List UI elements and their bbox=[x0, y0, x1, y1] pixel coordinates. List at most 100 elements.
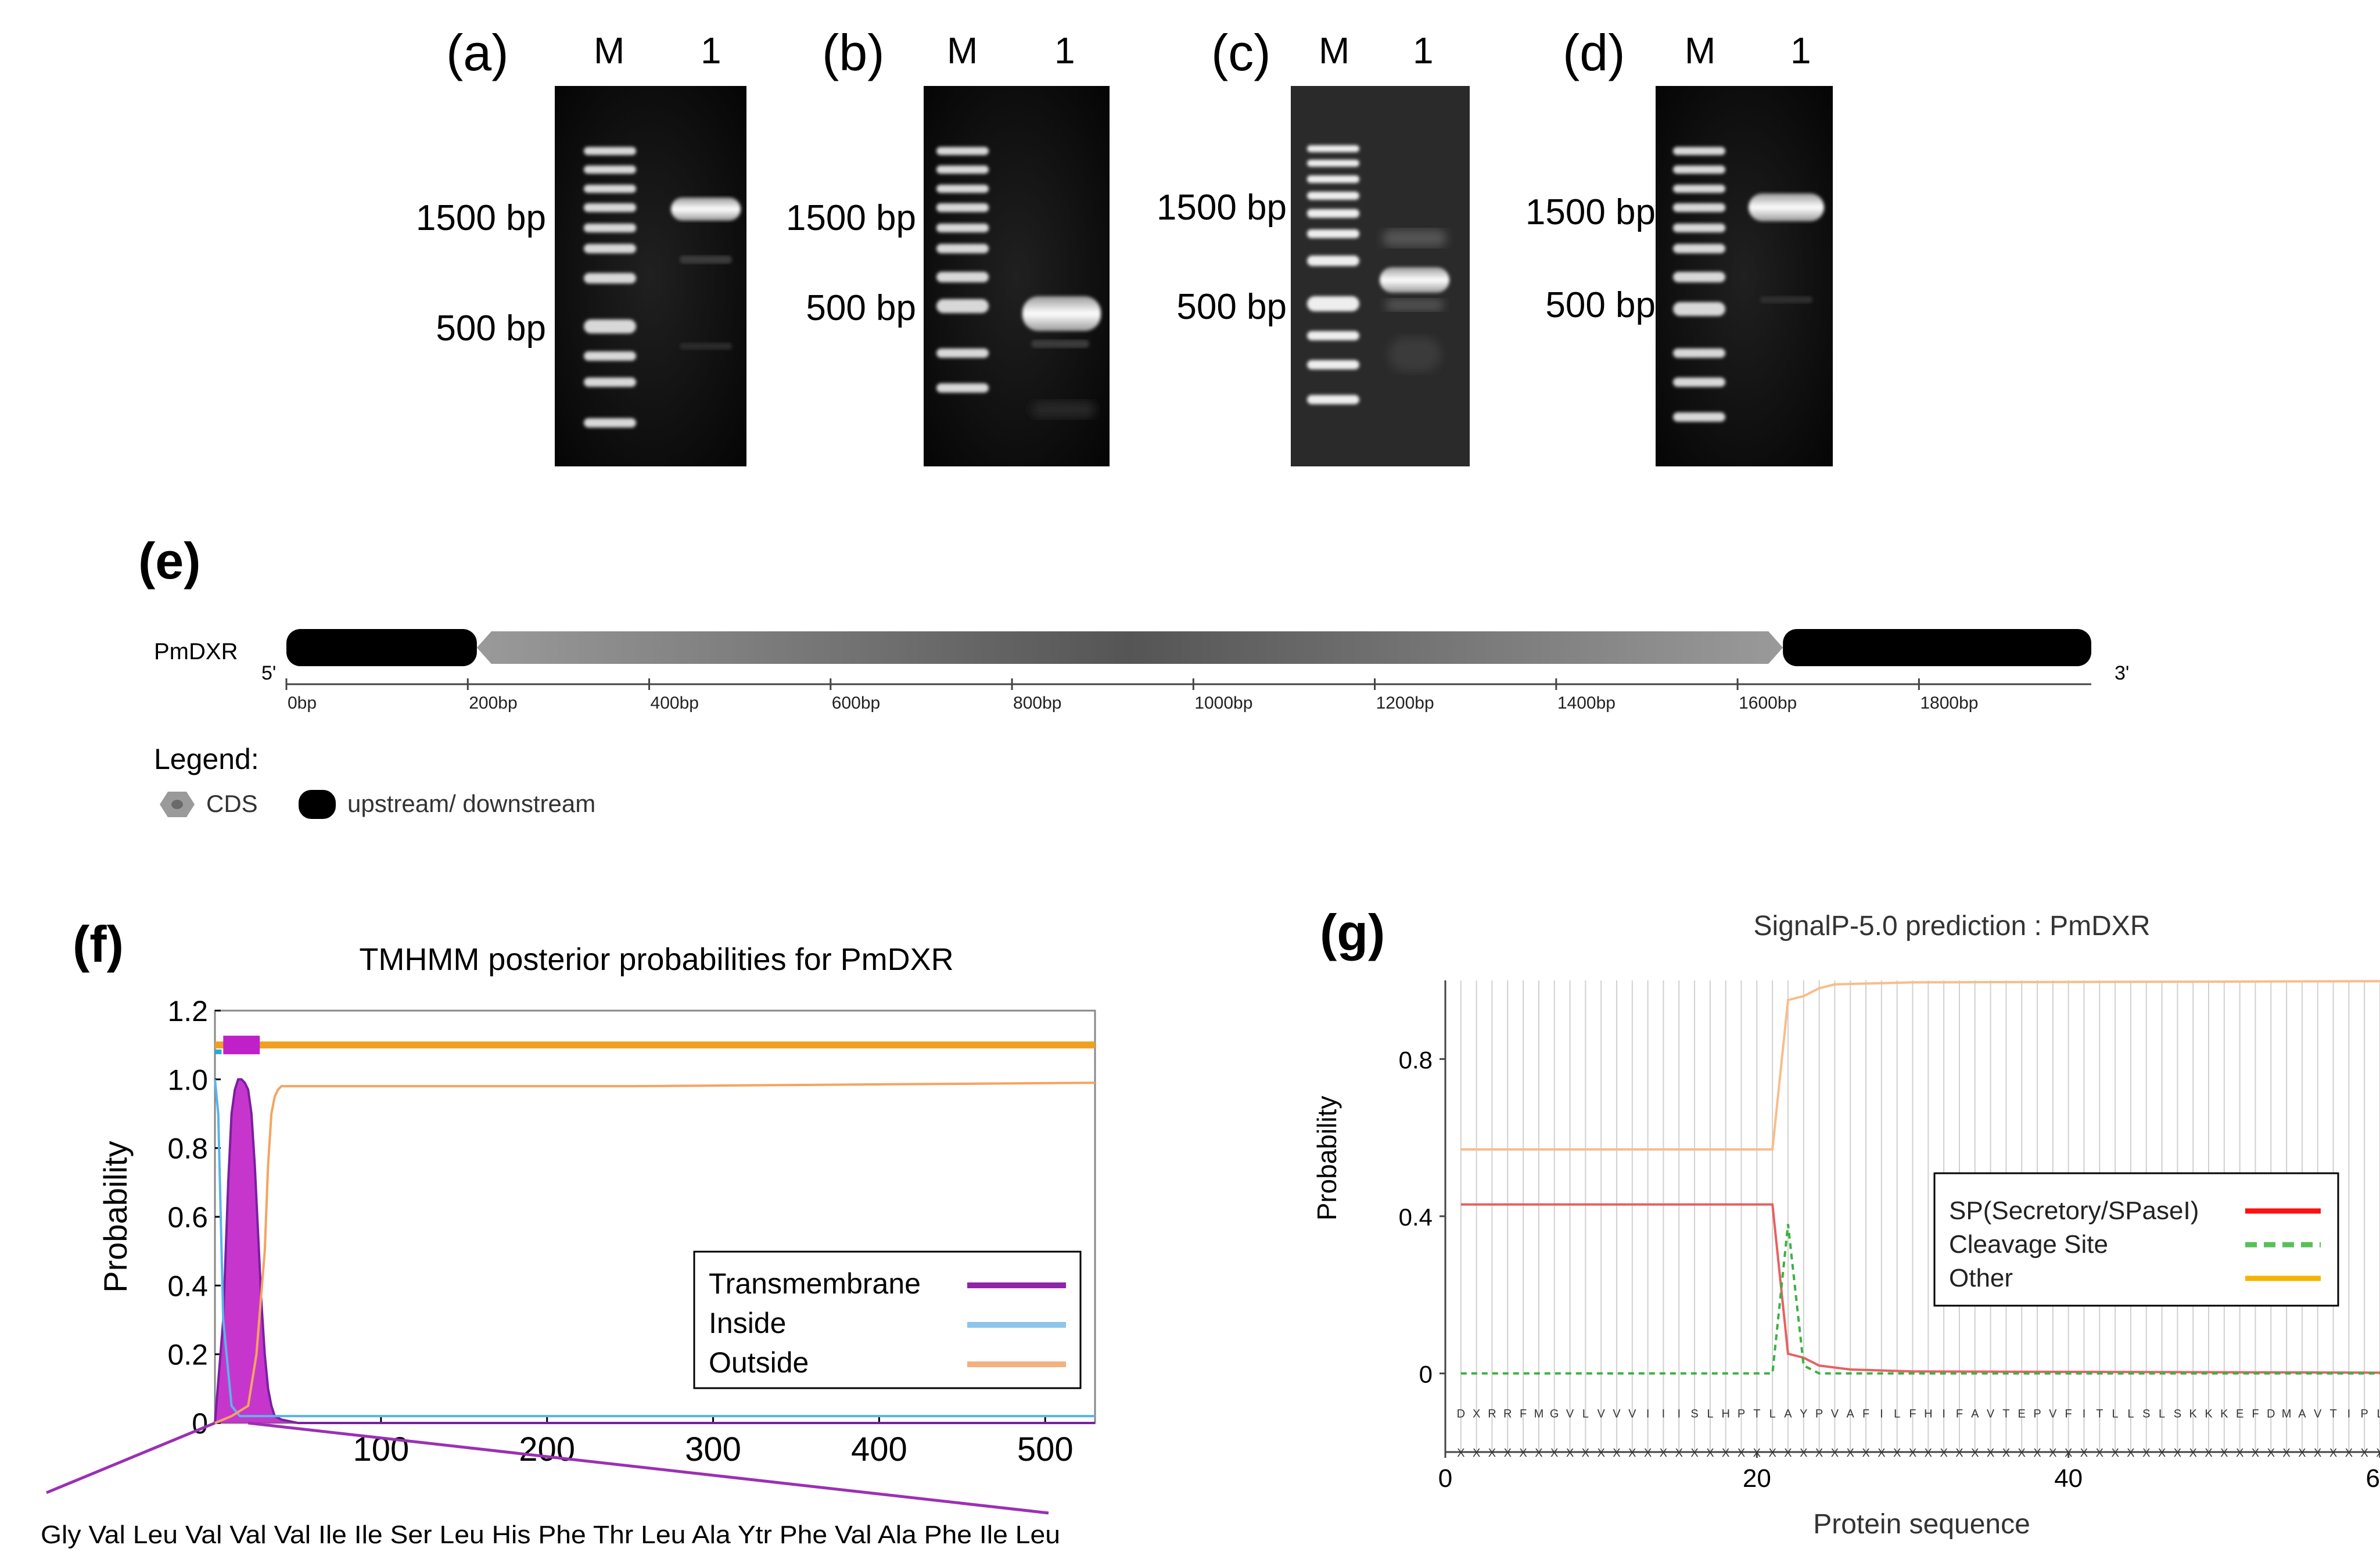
annotation-mark: X bbox=[2298, 1447, 2306, 1460]
sequence-residue: A bbox=[1971, 1407, 1979, 1420]
marker-label-500: 500 bp bbox=[1545, 285, 1656, 325]
sequence-residue: F bbox=[1862, 1407, 1869, 1420]
lane-header-m: M bbox=[1685, 30, 1716, 71]
annotation-mark: X bbox=[2345, 1447, 2353, 1460]
annotation-mark: X bbox=[1722, 1447, 1729, 1460]
annotation-mark: X bbox=[2376, 1447, 2380, 1460]
marker-label-500: 500 bp bbox=[806, 288, 916, 328]
annotation-mark: X bbox=[1768, 1447, 1776, 1460]
annotation-mark: X bbox=[2282, 1447, 2290, 1460]
sequence-residue: I bbox=[2083, 1407, 2086, 1420]
sequence-residue: A bbox=[1847, 1407, 1855, 1420]
axis-tick-label: 1200bp bbox=[1376, 693, 1434, 713]
sequence-residue: V bbox=[1597, 1407, 1605, 1420]
y-axis-label: Probability bbox=[97, 1141, 134, 1292]
sequence-residue: V bbox=[1987, 1407, 1995, 1420]
axis-tick-label: 1000bp bbox=[1194, 693, 1252, 713]
annotation-mark: X bbox=[1862, 1447, 1869, 1460]
marker-label-1500: 1500 bp bbox=[1156, 188, 1287, 228]
lane-header-m: M bbox=[947, 30, 978, 71]
axis-tick-label: 1800bp bbox=[1920, 693, 1978, 713]
transmembrane-line bbox=[214, 1078, 1095, 1424]
annotation-mark: X bbox=[1878, 1447, 1885, 1460]
y-tick-label: 0 bbox=[1419, 1361, 1433, 1388]
annotation-mark: X bbox=[2314, 1447, 2321, 1460]
axis-tick-label: 0bp bbox=[288, 693, 317, 713]
sequence-residue: I bbox=[1646, 1407, 1650, 1420]
sequence-residue: T bbox=[2002, 1407, 2009, 1420]
annotation-mark: X bbox=[1535, 1447, 1542, 1460]
y-tick-label: 1.2 bbox=[167, 995, 208, 1027]
y-tick-label: 0.8 bbox=[1399, 1046, 1433, 1073]
cds-legend-icon bbox=[160, 792, 195, 817]
annotation-mark: X bbox=[1971, 1447, 1979, 1460]
marker-label-1500: 1500 bp bbox=[1525, 192, 1656, 232]
panel-label-c: (c) bbox=[1211, 24, 1271, 81]
annotation-mark: X bbox=[1550, 1447, 1558, 1460]
marker-label-500: 500 bp bbox=[436, 308, 546, 348]
legend-label: Cleavage Site bbox=[1949, 1230, 2108, 1259]
gene-name: PmDXR bbox=[154, 639, 238, 664]
gel-images bbox=[555, 86, 1833, 466]
sequence-residue: P bbox=[2033, 1407, 2041, 1420]
gel-d bbox=[1656, 86, 1833, 466]
sequence-residue: P bbox=[2361, 1407, 2368, 1420]
series-line bbox=[1460, 1224, 2380, 1375]
annotation-mark: X bbox=[1488, 1447, 1496, 1460]
sequence-residue: M bbox=[1534, 1407, 1544, 1420]
sequence-residue: A bbox=[2298, 1407, 2306, 1420]
legend-label: SP(Secretory/SPaseI) bbox=[1949, 1196, 2199, 1225]
annotation-mark: X bbox=[1955, 1447, 1963, 1460]
sequence-residue: I bbox=[1880, 1407, 1883, 1420]
annotation-mark: X bbox=[2329, 1447, 2337, 1460]
sequence-residue: R bbox=[1488, 1407, 1496, 1420]
annotation-mark: X bbox=[1457, 1447, 1464, 1460]
annotation-mark: X bbox=[2142, 1447, 2150, 1460]
sequence-residue: A bbox=[1784, 1407, 1792, 1420]
series-line bbox=[1460, 980, 2380, 1151]
annotation-mark: X bbox=[1597, 1447, 1604, 1460]
sequence-residue: F bbox=[1909, 1407, 1916, 1420]
legend-updown-label: upstream/ downstream bbox=[347, 790, 596, 817]
annotation-mark: X bbox=[2267, 1447, 2275, 1460]
signalp-chart: SignalP-5.0 prediction : PmDXR Probabilit… bbox=[1312, 911, 2380, 1540]
x-tick-label: 300 bbox=[685, 1431, 741, 1468]
sequence-residue: V bbox=[1613, 1407, 1621, 1420]
gel-c bbox=[1291, 86, 1470, 466]
three-prime-label: 3' bbox=[2115, 662, 2130, 684]
axis-tick-label: 800bp bbox=[1013, 693, 1061, 713]
y-tick-label: 0.4 bbox=[167, 1270, 208, 1302]
annotation-mark: X bbox=[1987, 1447, 1994, 1460]
five-prime-label: 5' bbox=[261, 662, 277, 684]
annotation-mark: X bbox=[1706, 1447, 1714, 1460]
annotation-mark: X bbox=[2033, 1447, 2041, 1460]
annotation-mark: X bbox=[2080, 1447, 2088, 1460]
sequence-residue: F bbox=[2065, 1407, 2072, 1420]
sequence-residue: L bbox=[2112, 1407, 2119, 1420]
y-tick-label: 0.4 bbox=[1399, 1203, 1433, 1231]
gel-b bbox=[924, 86, 1110, 466]
y-tick-label: 1.0 bbox=[167, 1063, 208, 1096]
annotation-mark: X bbox=[1925, 1447, 1932, 1460]
panel-label-b: (b) bbox=[822, 24, 885, 81]
legend-label: Transmembrane bbox=[709, 1267, 921, 1300]
x-tick-label: 20 bbox=[1743, 1464, 1771, 1493]
annotation-mark: X bbox=[1784, 1447, 1792, 1460]
sequence-residue: V bbox=[2314, 1407, 2322, 1420]
annotation-mark: X bbox=[2065, 1447, 2072, 1460]
panel-label-f: (f) bbox=[73, 915, 124, 973]
annotation-mark: X bbox=[2002, 1447, 2010, 1460]
panel-label-e: (e) bbox=[138, 532, 201, 590]
y-tick-label: 0.6 bbox=[167, 1201, 208, 1234]
sequence-residue: I bbox=[1942, 1407, 1945, 1420]
sequence-residue: L bbox=[1707, 1407, 1713, 1420]
sequence-residue: L bbox=[1769, 1407, 1776, 1420]
panel-label-g: (g) bbox=[1320, 904, 1385, 961]
annotation-mark: X bbox=[1519, 1447, 1527, 1460]
sequence-residue: K bbox=[2205, 1407, 2213, 1420]
axis-tick-label: 200bp bbox=[469, 693, 517, 713]
lane-header-m: M bbox=[1319, 30, 1350, 71]
sequence-residue: E bbox=[2236, 1407, 2243, 1420]
sequence-residue: S bbox=[2174, 1407, 2181, 1420]
sequence-residue: F bbox=[2252, 1407, 2259, 1420]
